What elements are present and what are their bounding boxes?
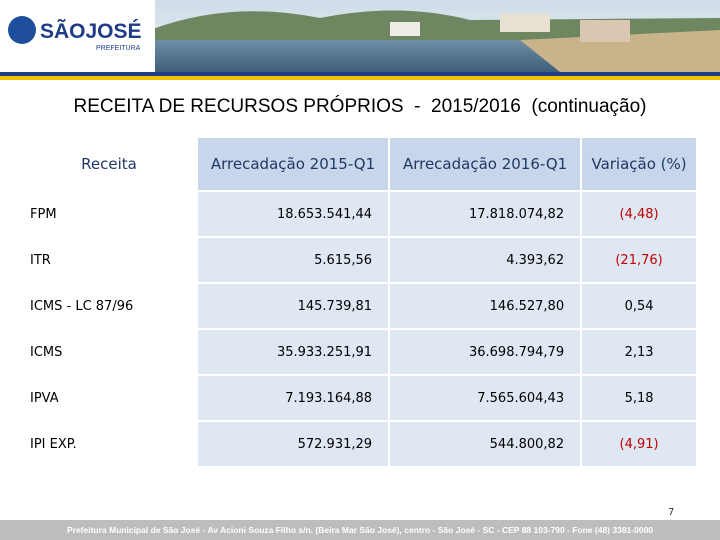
row-label: IPVA xyxy=(20,374,198,422)
row-label: ICMS - LC 87/96 xyxy=(20,282,198,330)
header-banner: SÃOJOSÉ PREFEITURA xyxy=(0,0,720,80)
column-header: Arrecadação 2016-Q1 xyxy=(388,136,583,192)
table-row: IPVA 7.193.164,88 7.565.604,43 5,18 xyxy=(20,374,698,422)
logo-emblem xyxy=(8,16,36,44)
cell: 5.615,56 xyxy=(195,236,391,284)
table-row: IPI EXP. 572.931,29 544.800,82 (4,91) xyxy=(20,420,698,468)
cell: 0,54 xyxy=(580,282,698,330)
cell: 17.818.074,82 xyxy=(388,190,583,238)
row-label: IPI EXP. xyxy=(20,420,198,468)
cell: 544.800,82 xyxy=(388,420,583,468)
stripe-blue xyxy=(0,72,720,76)
cell: (4,91) xyxy=(580,420,698,468)
revenue-table: Receita Arrecadação 2015-Q1 Arrecadação 20… xyxy=(20,136,698,468)
cell: 146.527,80 xyxy=(388,282,583,330)
page-number: 7 xyxy=(668,507,675,518)
stripe-yellow xyxy=(0,76,720,80)
cell: 4.393,62 xyxy=(388,236,583,284)
logo-subtitle: PREFEITURA xyxy=(96,45,141,52)
table-row: FPM 18.653.541,44 17.818.074,82 (4,48) xyxy=(20,190,698,238)
row-label: ICMS xyxy=(20,328,198,376)
cell: 572.931,29 xyxy=(195,420,391,468)
cell: 7.193.164,88 xyxy=(195,374,391,422)
cell: (4,48) xyxy=(580,190,698,238)
cell: 145.739,81 xyxy=(195,282,391,330)
row-label: ITR xyxy=(20,236,198,284)
slide-title: RECEITA DE RECURSOS PRÓPRIOS - 2015/2016… xyxy=(73,96,647,117)
cell: 18.653.541,44 xyxy=(195,190,391,238)
cell: 36.698.794,79 xyxy=(388,328,583,376)
cell: (21,76) xyxy=(580,236,698,284)
column-header: Variação (%) xyxy=(580,136,698,192)
row-label: FPM xyxy=(20,190,198,238)
table-row: ICMS - LC 87/96 145.739,81 146.527,80 0,54 xyxy=(20,282,698,330)
cell: 35.933.251,91 xyxy=(195,328,391,376)
table-row: ITR 5.615,56 4.393,62 (21,76) xyxy=(20,236,698,284)
house xyxy=(500,14,550,32)
table-row: ICMS 35.933.251,91 36.698.794,79 2,13 xyxy=(20,328,698,376)
cell: 5,18 xyxy=(580,374,698,422)
hills xyxy=(150,10,720,45)
house xyxy=(390,22,420,36)
column-header: Receita xyxy=(20,136,198,192)
footer: Prefeitura Municipal de São José - Av Ac… xyxy=(0,520,720,540)
table-body: FPM 18.653.541,44 17.818.074,82 (4,48) ITR 5.… xyxy=(20,190,698,468)
shore xyxy=(520,30,720,72)
header-row: Receita Arrecadação 2015-Q1 Arrecadação 20… xyxy=(20,136,698,192)
house xyxy=(580,20,630,42)
logo-title: SÃOJOSÉ xyxy=(40,20,142,43)
cell: 2,13 xyxy=(580,328,698,376)
cell: 7.565.604,43 xyxy=(388,374,583,422)
column-header: Arrecadação 2015-Q1 xyxy=(195,136,391,192)
